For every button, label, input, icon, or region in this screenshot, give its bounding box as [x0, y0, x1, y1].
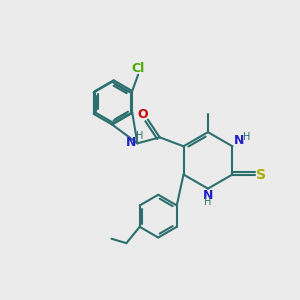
Text: H: H — [136, 131, 143, 141]
Text: H: H — [204, 197, 211, 207]
Text: N: N — [126, 136, 137, 149]
Text: Cl: Cl — [131, 61, 145, 75]
Text: N: N — [203, 189, 213, 202]
Text: H: H — [243, 132, 250, 142]
Text: N: N — [234, 134, 244, 147]
Text: S: S — [256, 167, 266, 182]
Text: O: O — [137, 108, 148, 121]
